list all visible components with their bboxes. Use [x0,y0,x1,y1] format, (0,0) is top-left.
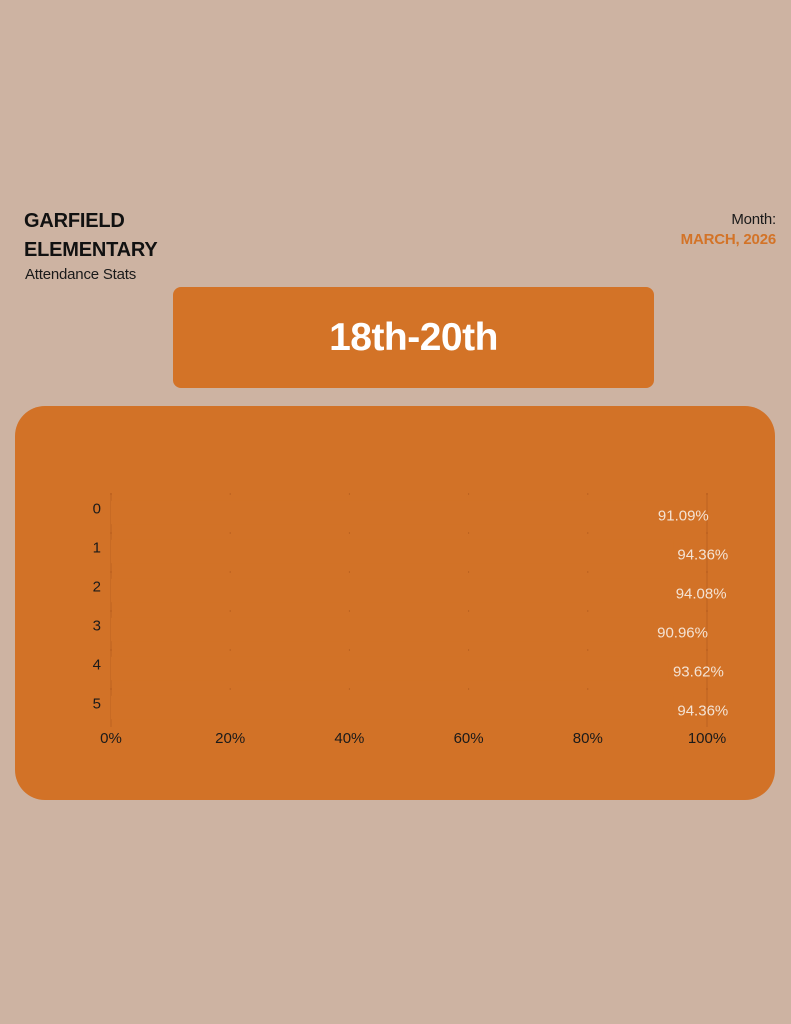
x-tick-label: 100% [688,730,726,747]
school-name-line-2: ELEMENTARY [24,239,158,261]
category-tick-label: 4 [93,656,101,673]
month-block: Month: MARCH, 2026 [680,210,777,251]
attendance-bar [111,617,654,642]
month-label: Month: [731,211,776,228]
school-name: GARFIELD ELEMENTARY [24,207,158,265]
category-tick-label: 3 [93,617,101,634]
x-tick-label: 80% [573,730,603,747]
x-tick-label: 0% [100,730,122,747]
category-tick-label: 5 [93,695,101,712]
date-range-banner: 18th-20th [173,287,654,388]
date-range-text: 18th-20th [329,315,498,359]
x-tick-label: 20% [215,730,245,747]
bar-value-label: 90.96% [657,624,708,641]
attendance-chart-card: 0 1 2 3 4 5 91.09% 94.36% 94.08% 90.96% 93.62% 94.3… [15,406,775,800]
bar-value-label: 91.09% [658,507,709,524]
attendance-bar [111,578,672,603]
bar-value-label: 93.62% [673,663,724,680]
bar-value-label: 94.36% [677,702,728,719]
attendance-bar [111,500,654,525]
bar-value-label: 94.08% [676,585,727,602]
attendance-chart: 0 1 2 3 4 5 91.09% 94.36% 94.08% 90.96% 93.62% 94.3… [93,493,728,747]
attendance-bar [111,656,669,681]
attendance-bar [111,695,674,720]
x-tick-label: 40% [334,730,364,747]
page-subtitle: Attendance Stats [25,266,137,283]
school-name-line-1: GARFIELD [24,210,125,232]
x-tick-label: 60% [454,730,484,747]
attendance-bar [111,539,674,564]
month-value: MARCH, 2026 [680,231,777,248]
category-tick-label: 0 [93,500,101,517]
bar-value-label: 94.36% [677,546,728,563]
category-tick-label: 2 [93,578,101,595]
category-tick-label: 1 [93,539,101,556]
